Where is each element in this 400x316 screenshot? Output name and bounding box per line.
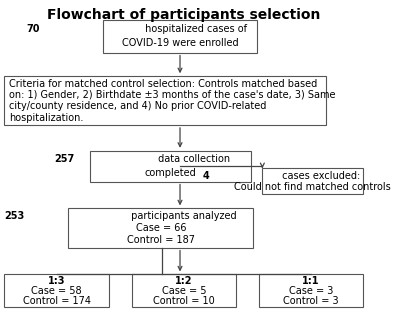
FancyBboxPatch shape bbox=[262, 168, 363, 194]
Text: completed: completed bbox=[145, 168, 197, 178]
Text: data collection: data collection bbox=[155, 155, 230, 164]
Text: Control = 187: Control = 187 bbox=[127, 235, 195, 245]
Text: 1:2: 1:2 bbox=[175, 276, 193, 286]
FancyBboxPatch shape bbox=[132, 274, 236, 307]
Text: Case = 5: Case = 5 bbox=[162, 286, 206, 296]
Text: city/county residence, and 4) No prior COVID-related: city/county residence, and 4) No prior C… bbox=[9, 101, 266, 111]
Text: 1:1: 1:1 bbox=[302, 276, 320, 286]
FancyBboxPatch shape bbox=[103, 20, 257, 52]
Text: Control = 10: Control = 10 bbox=[153, 296, 215, 306]
Text: hospitalized cases of: hospitalized cases of bbox=[142, 24, 247, 34]
Text: Control = 3: Control = 3 bbox=[283, 296, 339, 306]
FancyBboxPatch shape bbox=[68, 208, 253, 248]
FancyBboxPatch shape bbox=[4, 274, 109, 307]
Text: Case = 66: Case = 66 bbox=[136, 223, 186, 233]
Text: COVID-19 were enrolled: COVID-19 were enrolled bbox=[122, 38, 238, 48]
Text: cases excluded:: cases excluded: bbox=[279, 171, 361, 181]
Text: 70: 70 bbox=[27, 24, 40, 34]
FancyBboxPatch shape bbox=[259, 274, 363, 307]
Text: Criteria for matched control selection: Controls matched based: Criteria for matched control selection: … bbox=[9, 79, 317, 88]
Text: Case = 3: Case = 3 bbox=[289, 286, 333, 296]
Text: hospitalization.: hospitalization. bbox=[9, 112, 83, 123]
Text: Flowchart of participants selection: Flowchart of participants selection bbox=[47, 8, 320, 21]
Text: 257: 257 bbox=[54, 155, 74, 164]
Text: 1:3: 1:3 bbox=[48, 276, 65, 286]
Text: participants analyzed: participants analyzed bbox=[128, 211, 237, 221]
Text: 4: 4 bbox=[203, 171, 210, 181]
Text: Case = 58: Case = 58 bbox=[31, 286, 82, 296]
FancyBboxPatch shape bbox=[4, 76, 326, 125]
Text: 253: 253 bbox=[4, 211, 24, 221]
Text: on: 1) Gender, 2) Birthdate ±3 months of the case's date, 3) Same: on: 1) Gender, 2) Birthdate ±3 months of… bbox=[9, 90, 335, 100]
Text: Could not find matched controls: Could not find matched controls bbox=[234, 182, 391, 192]
FancyBboxPatch shape bbox=[90, 151, 251, 182]
Text: Control = 174: Control = 174 bbox=[22, 296, 90, 306]
